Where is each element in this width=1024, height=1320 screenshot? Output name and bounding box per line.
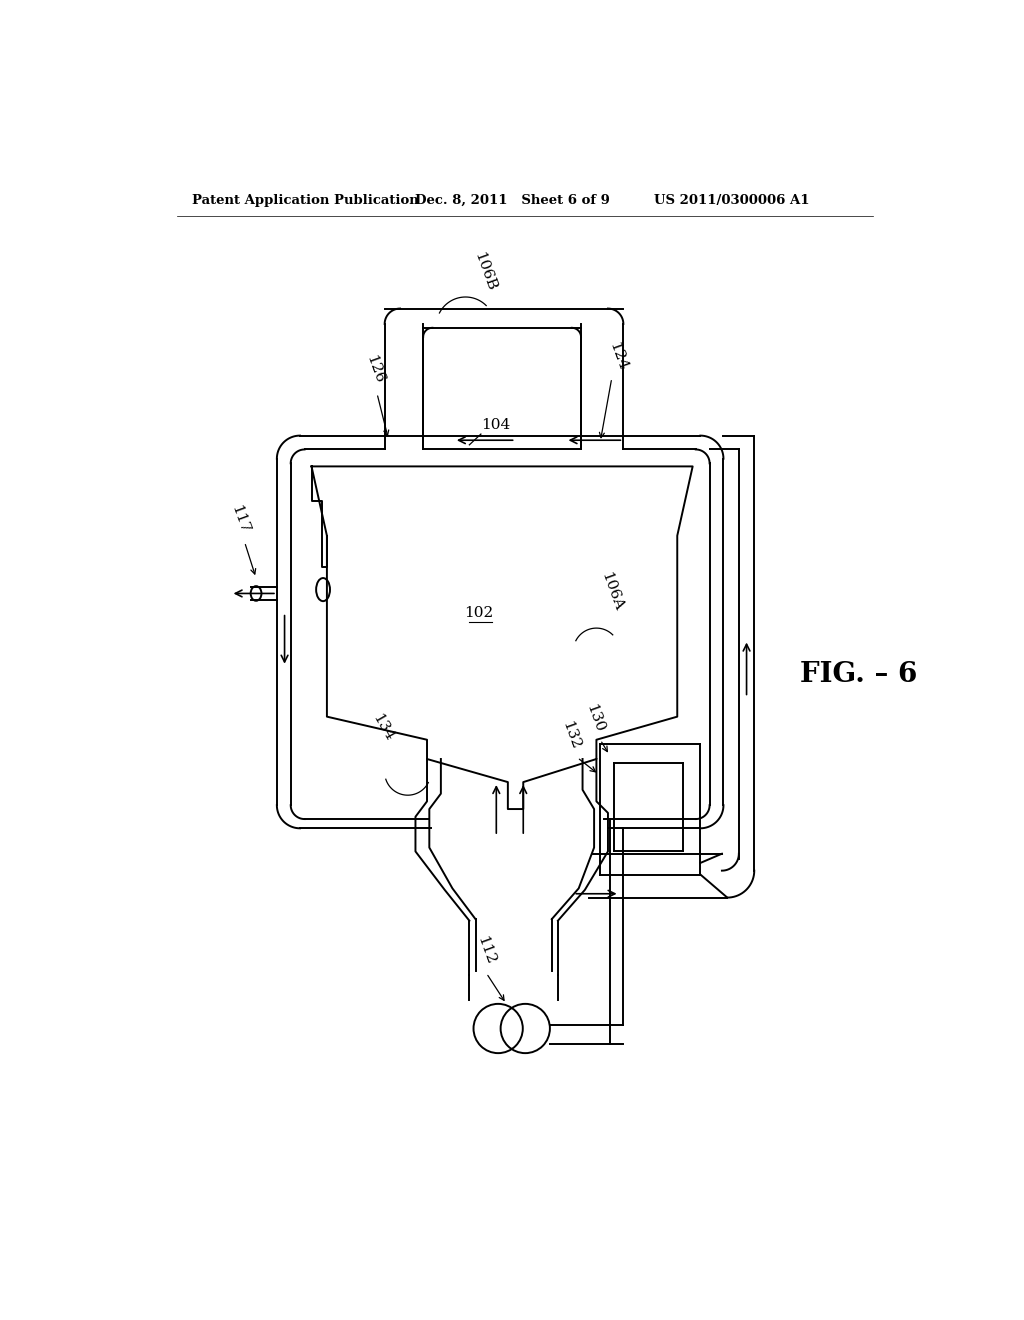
Text: 102: 102 — [464, 606, 494, 620]
Text: 104: 104 — [481, 417, 510, 432]
Polygon shape — [311, 466, 692, 809]
Text: US 2011/0300006 A1: US 2011/0300006 A1 — [654, 194, 810, 207]
Text: 112: 112 — [475, 935, 498, 966]
Text: 124: 124 — [606, 341, 630, 372]
Text: 130: 130 — [584, 702, 606, 734]
Text: 106B: 106B — [471, 251, 498, 293]
Text: 126: 126 — [364, 354, 386, 385]
Text: FIG. – 6: FIG. – 6 — [801, 661, 918, 688]
Text: 132: 132 — [559, 719, 583, 751]
Text: Dec. 8, 2011   Sheet 6 of 9: Dec. 8, 2011 Sheet 6 of 9 — [416, 194, 610, 207]
Text: 117: 117 — [228, 503, 252, 536]
Text: 106A: 106A — [598, 570, 625, 612]
Text: Patent Application Publication: Patent Application Publication — [193, 194, 419, 207]
Text: 134: 134 — [370, 711, 396, 743]
